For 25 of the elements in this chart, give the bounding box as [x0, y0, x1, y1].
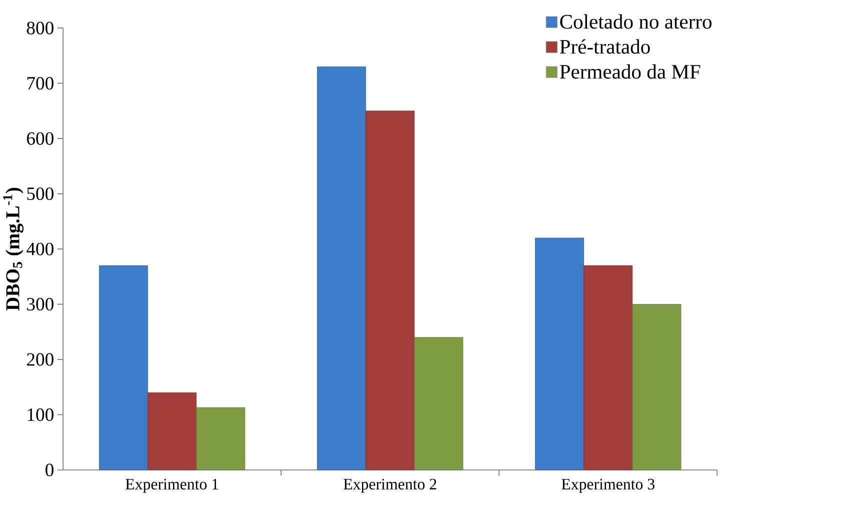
bar: [584, 265, 633, 470]
legend-label: Pré-tratado: [560, 39, 650, 54]
bar: [535, 238, 584, 470]
x-tick-label: Experimento 2: [344, 478, 436, 493]
bar: [99, 265, 148, 470]
bar: [414, 337, 464, 470]
bar: [196, 407, 246, 470]
y-tick-label: 500: [27, 187, 54, 200]
bar: [148, 392, 197, 470]
legend-label: Coletado no aterro: [560, 14, 712, 29]
bar: [632, 304, 682, 470]
y-tick-label: 600: [26, 132, 54, 145]
x-tick-label: Experimento 1: [126, 478, 218, 493]
y-tick-label: 0: [46, 464, 54, 476]
y-tick-label: 300: [27, 298, 54, 311]
y-tick-label: 100: [28, 408, 54, 422]
y-tick-label: 200: [26, 353, 54, 366]
y-axis-title: DBO$_{5}$ (mg.L$^{-1}$): [3, 188, 24, 311]
x-tick-label: Experimento 3: [562, 478, 654, 493]
legend-label: Permeado da MF: [560, 64, 700, 79]
y-tick-label: 400: [26, 242, 54, 256]
bar: [317, 66, 366, 470]
y-tick-label: 700: [27, 76, 54, 90]
y-tick-label: 800: [26, 22, 54, 34]
bar: [366, 110, 415, 470]
